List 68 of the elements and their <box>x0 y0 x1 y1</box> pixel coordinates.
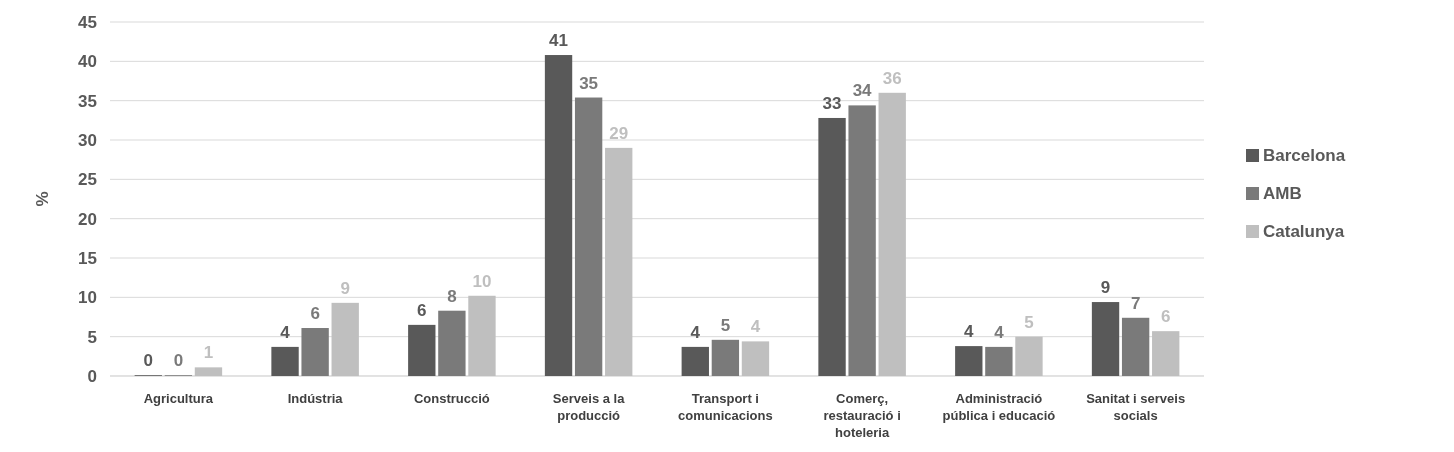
data-label: 29 <box>609 123 629 143</box>
bar <box>848 105 876 376</box>
data-label: 0 <box>173 351 184 371</box>
bar <box>711 339 740 376</box>
data-label: 4 <box>964 322 975 342</box>
data-label: 1 <box>203 343 214 363</box>
bar <box>741 341 770 376</box>
x-tick-label: Construcció <box>413 391 490 406</box>
data-label: 4 <box>690 322 701 342</box>
data-label: 6 <box>310 304 320 324</box>
y-tick-label: 45 <box>78 12 97 32</box>
data-label: 6 <box>417 300 427 320</box>
bar <box>331 302 359 376</box>
bar <box>574 97 603 376</box>
bar <box>955 346 983 376</box>
bar <box>681 346 709 376</box>
y-tick-label: 0 <box>87 366 97 386</box>
bar <box>438 310 466 376</box>
bar <box>878 92 906 376</box>
legend-label: Barcelona <box>1263 146 1346 165</box>
data-label: 6 <box>1160 307 1171 327</box>
y-tick-label: 10 <box>78 288 97 308</box>
bar <box>408 324 436 376</box>
data-label: 7 <box>1130 293 1141 313</box>
data-label: 33 <box>822 93 842 113</box>
x-tick-label: Serveis a la producció <box>552 391 626 423</box>
bar <box>544 55 573 376</box>
x-tick-label: Indústria <box>287 391 344 406</box>
x-tick-label: Agricultura <box>143 391 214 406</box>
y-tick-label: 5 <box>87 327 97 347</box>
x-tick-label: Comerç, restauració i hoteleria <box>823 391 901 440</box>
data-label: 9 <box>340 278 350 298</box>
data-label: 36 <box>882 68 902 88</box>
bar <box>1091 302 1120 376</box>
bar <box>1152 331 1180 376</box>
data-label: 8 <box>447 286 457 306</box>
legend-label: Catalunya <box>1263 222 1345 241</box>
y-tick-label: 35 <box>78 91 97 111</box>
bar <box>1121 317 1150 376</box>
bar <box>271 346 299 376</box>
bar <box>194 367 223 376</box>
data-label: 4 <box>994 322 1005 342</box>
y-axis-title: % <box>33 191 52 207</box>
data-label: 4 <box>280 322 291 342</box>
data-label: 5 <box>1024 312 1034 332</box>
data-label: 5 <box>720 315 731 335</box>
data-label: 41 <box>549 31 568 51</box>
data-label: 9 <box>1100 278 1111 298</box>
data-label: 10 <box>472 271 492 291</box>
y-tick-label: 25 <box>78 170 97 190</box>
bar <box>1015 336 1043 376</box>
data-label: 0 <box>143 351 154 371</box>
x-tick-label: Sanitat i serveis socials <box>1086 391 1186 423</box>
y-tick-label: 15 <box>78 248 97 268</box>
y-tick-label: 40 <box>78 52 97 72</box>
y-tick-label: 20 <box>78 209 97 229</box>
y-tick-label: 30 <box>78 130 97 150</box>
data-label: 4 <box>750 317 761 337</box>
bar <box>818 117 846 376</box>
x-tick-label: Transport i comunicacions <box>678 391 773 423</box>
bar <box>301 328 329 376</box>
data-label: 35 <box>579 73 599 93</box>
data-label: 34 <box>852 81 873 101</box>
bar <box>468 295 496 376</box>
legend-label: AMB <box>1263 184 1302 203</box>
x-tick-label: Administració pública i educació <box>942 391 1056 423</box>
bar <box>605 147 633 376</box>
bar <box>985 346 1013 376</box>
